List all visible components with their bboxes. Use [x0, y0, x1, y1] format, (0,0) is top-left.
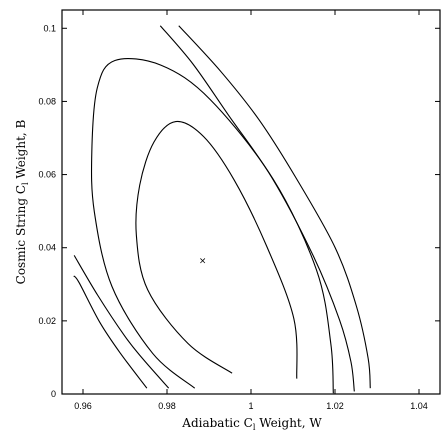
x-tick-label: 0.98 [158, 401, 176, 411]
y-tick-labels: 0 0.02 0.04 0.06 0.08 0.1 [38, 23, 56, 399]
contour-outermost-right [178, 25, 371, 389]
best-fit-marker: × [199, 257, 207, 267]
y-tick-label: 0.02 [38, 316, 56, 326]
contour-outer-right [159, 25, 355, 392]
plot-frame [61, 9, 441, 395]
x-axis-label: Adiabatic Cl Weight, W [181, 416, 322, 432]
y-tick-label: 0.08 [38, 96, 56, 106]
x-tick-label: 1.04 [410, 401, 428, 411]
y-axis-label: Cosmic String Cl Weight, B [14, 119, 30, 284]
x-tick-label: 1.02 [326, 401, 344, 411]
x-tick-label: 0.96 [74, 401, 92, 411]
y-tick-label: 0.04 [38, 243, 56, 253]
y-tick-label: 0 [51, 389, 56, 399]
contour-lines [73, 25, 371, 394]
axis-ticks [62, 10, 440, 395]
contour-outer-left [73, 255, 170, 389]
y-tick-label: 0.06 [38, 170, 56, 180]
contour-middle [90, 58, 334, 394]
contour-outermost-left [73, 275, 148, 389]
x-tick-label: 1 [248, 401, 253, 411]
y-tick-label: 0.1 [43, 23, 56, 33]
contour-inner [135, 120, 298, 379]
x-tick-labels: 0.96 0.98 1 1.02 1.04 [74, 401, 428, 411]
